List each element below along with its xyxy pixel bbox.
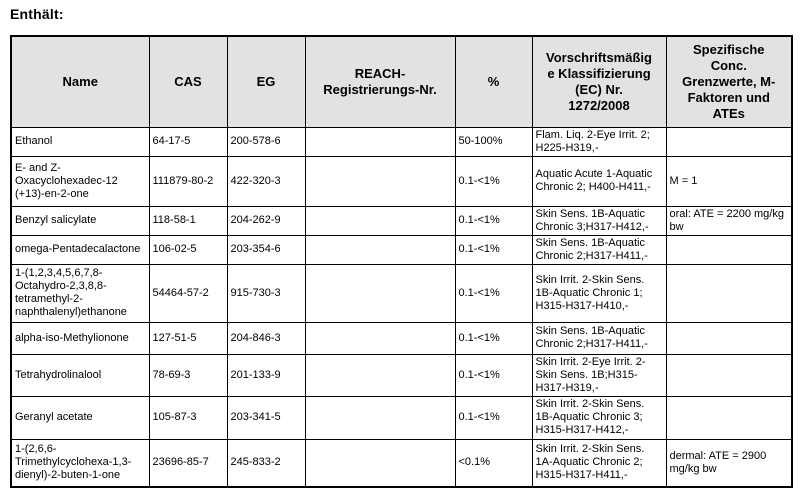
cell-reach <box>304 234 456 265</box>
cell-limits: oral: ATE = 2200 mg/kg bw <box>665 205 793 236</box>
cell-cas: 64-17-5 <box>148 126 228 157</box>
col-header-percent: % <box>454 35 533 128</box>
cell-cas: 111879-80-2 <box>148 155 228 207</box>
cell-name: Ethanol <box>10 126 150 157</box>
cell-eg: 204-846-3 <box>226 321 306 355</box>
cell-name: 1-(2,6,6-Trimethylcyclohexa-1,3-dienyl)-… <box>10 438 150 488</box>
cell-classification: Skin Irrit. 2-Skin Sens. 1B-Aquatic Chro… <box>531 395 667 440</box>
cell-cas: 106-02-5 <box>148 234 228 265</box>
cell-cas: 127-51-5 <box>148 321 228 355</box>
cell-eg: 915-730-3 <box>226 263 306 323</box>
cell-reach <box>304 155 456 207</box>
col-header-name: Name <box>10 35 150 128</box>
cell-percent: 50-100% <box>454 126 533 157</box>
cell-cas: 23696-85-7 <box>148 438 228 488</box>
table-row: Benzyl salicylate 118-58-1 204-262-9 0.1… <box>10 205 793 236</box>
cell-eg: 203-341-5 <box>226 395 306 440</box>
cell-limits <box>665 353 793 397</box>
cell-reach <box>304 205 456 236</box>
cell-limits <box>665 395 793 440</box>
col-header-eg: EG <box>226 35 306 128</box>
cell-cas: 54464-57-2 <box>148 263 228 323</box>
cell-name: 1-(1,2,3,4,5,6,7,8-Octahydro-2,3,8,8-tet… <box>10 263 150 323</box>
cell-percent: 0.1-<1% <box>454 395 533 440</box>
col-header-classification: Vorschriftsmäßig e Klassifizierung (EC) … <box>531 35 667 128</box>
col-header-limits: Spezifische Conc. Grenzwerte, M- Faktore… <box>665 35 793 128</box>
table-row: Geranyl acetate 105-87-3 203-341-5 0.1-<… <box>10 395 793 440</box>
col-header-cas: CAS <box>148 35 228 128</box>
cell-eg: 245-833-2 <box>226 438 306 488</box>
cell-reach <box>304 263 456 323</box>
cell-classification: Aquatic Acute 1-Aquatic Chronic 2; H400-… <box>531 155 667 207</box>
cell-percent: 0.1-<1% <box>454 205 533 236</box>
cell-percent: 0.1-<1% <box>454 353 533 397</box>
cell-percent: 0.1-<1% <box>454 234 533 265</box>
table-row: 1-(2,6,6-Trimethylcyclohexa-1,3-dienyl)-… <box>10 438 793 488</box>
cell-eg: 200-578-6 <box>226 126 306 157</box>
table-row: alpha-iso-Methylionone 127-51-5 204-846-… <box>10 321 793 355</box>
cell-eg: 204-262-9 <box>226 205 306 236</box>
cell-cas: 78-69-3 <box>148 353 228 397</box>
cell-limits <box>665 234 793 265</box>
table-row: E- and Z-Oxacyclohexadec-12 (+13)-en-2-o… <box>10 155 793 207</box>
cell-classification: Skin Irrit. 2-Eye Irrit. 2-Skin Sens. 1B… <box>531 353 667 397</box>
cell-reach <box>304 438 456 488</box>
cell-reach <box>304 395 456 440</box>
cell-name: Tetrahydrolinalool <box>10 353 150 397</box>
table-row: Ethanol 64-17-5 200-578-6 50-100% Flam. … <box>10 126 793 157</box>
cell-eg: 422-320-3 <box>226 155 306 207</box>
table-row: omega-Pentadecalactone 106-02-5 203-354-… <box>10 234 793 265</box>
col-header-reach: REACH- Registrierungs-Nr. <box>304 35 456 128</box>
cell-classification: Skin Irrit. 2-Skin Sens. 1B-Aquatic Chro… <box>531 263 667 323</box>
cell-classification: Skin Sens. 1B-Aquatic Chronic 3;H317-H41… <box>531 205 667 236</box>
cell-eg: 203-354-6 <box>226 234 306 265</box>
table-row: Tetrahydrolinalool 78-69-3 201-133-9 0.1… <box>10 353 793 397</box>
page-title: Enthält: <box>10 6 64 22</box>
cell-name: Benzyl salicylate <box>10 205 150 236</box>
cell-name: Geranyl acetate <box>10 395 150 440</box>
cell-reach <box>304 321 456 355</box>
table-row: 1-(1,2,3,4,5,6,7,8-Octahydro-2,3,8,8-tet… <box>10 263 793 323</box>
cell-classification: Skin Sens. 1B-Aquatic Chronic 2;H317-H41… <box>531 234 667 265</box>
cell-limits: M = 1 <box>665 155 793 207</box>
cell-cas: 118-58-1 <box>148 205 228 236</box>
cell-limits <box>665 321 793 355</box>
cell-name: E- and Z-Oxacyclohexadec-12 (+13)-en-2-o… <box>10 155 150 207</box>
cell-name: omega-Pentadecalactone <box>10 234 150 265</box>
cell-classification: Flam. Liq. 2-Eye Irrit. 2; H225-H319,- <box>531 126 667 157</box>
cell-cas: 105-87-3 <box>148 395 228 440</box>
cell-eg: 201-133-9 <box>226 353 306 397</box>
ingredients-table: Name CAS EG REACH- Registrierungs-Nr. % … <box>10 35 793 488</box>
cell-limits: dermal: ATE = 2900 mg/kg bw <box>665 438 793 488</box>
cell-reach <box>304 126 456 157</box>
cell-classification: Skin Sens. 1B-Aquatic Chronic 2;H317-H41… <box>531 321 667 355</box>
cell-name: alpha-iso-Methylionone <box>10 321 150 355</box>
cell-classification: Skin Irrit. 2-Skin Sens. 1A-Aquatic Chro… <box>531 438 667 488</box>
cell-percent: <0.1% <box>454 438 533 488</box>
cell-reach <box>304 353 456 397</box>
cell-percent: 0.1-<1% <box>454 263 533 323</box>
cell-percent: 0.1-<1% <box>454 155 533 207</box>
cell-limits <box>665 126 793 157</box>
header-row: Name CAS EG REACH- Registrierungs-Nr. % … <box>10 35 793 128</box>
cell-percent: 0.1-<1% <box>454 321 533 355</box>
cell-limits <box>665 263 793 323</box>
